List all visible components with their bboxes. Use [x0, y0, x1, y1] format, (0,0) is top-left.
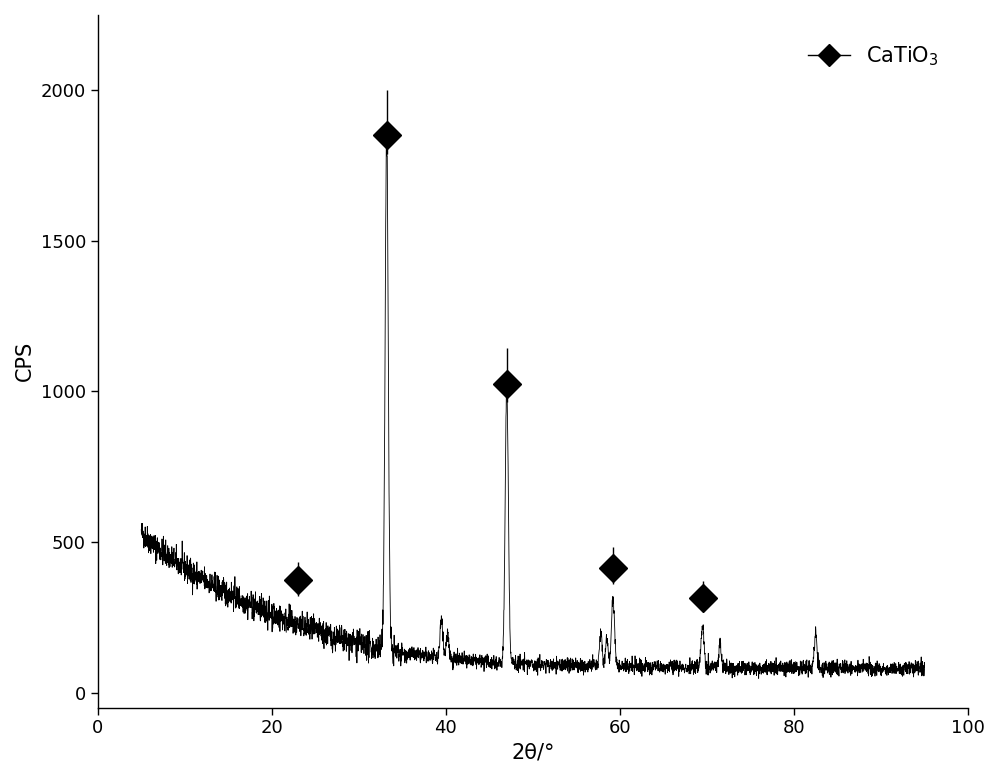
Legend: CaTiO$_3$: CaTiO$_3$ — [800, 36, 947, 76]
X-axis label: 2θ/°: 2θ/° — [511, 743, 555, 763]
Y-axis label: CPS: CPS — [15, 342, 35, 381]
